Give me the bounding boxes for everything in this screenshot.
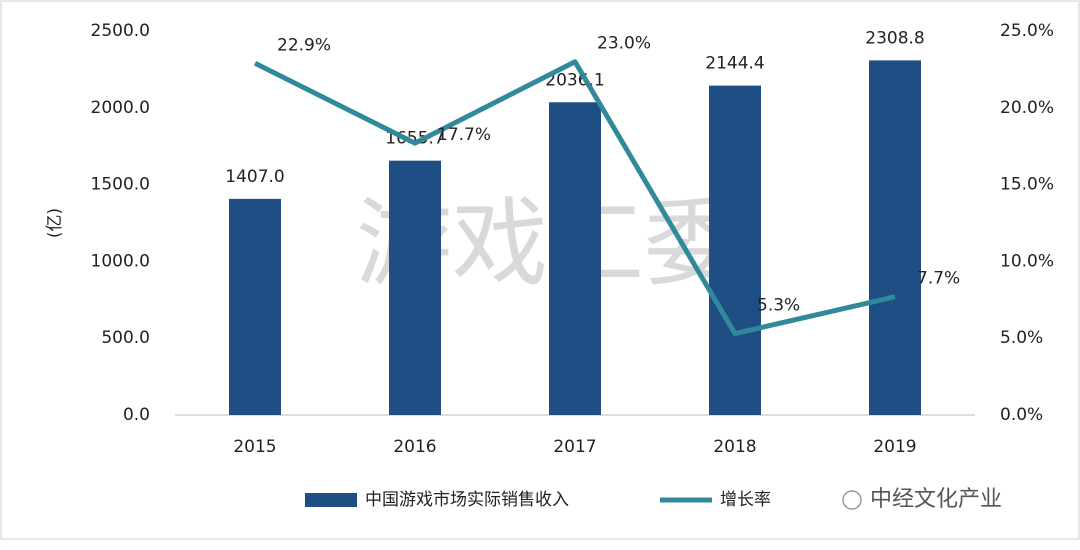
- legend-swatch: [305, 493, 357, 507]
- y2-tick-label: 5.0%: [1000, 328, 1043, 348]
- y2-tick-label: 0.0%: [1000, 405, 1043, 425]
- line-value-label: 17.7%: [437, 125, 491, 145]
- y-tick-label: 1000.0: [91, 251, 150, 271]
- bar: [709, 85, 761, 415]
- y-tick-label: 1500.0: [91, 175, 150, 195]
- x-tick-label: 2015: [233, 437, 276, 457]
- x-tick-label: 2016: [393, 437, 436, 457]
- line: [253, 59, 896, 337]
- bar-value-label: 2308.8: [865, 28, 924, 48]
- y-tick-label: 0.0: [123, 405, 150, 425]
- y2-tick-label: 10.0%: [1000, 251, 1054, 271]
- y2-tick-label: 25.0%: [1000, 21, 1054, 41]
- y-axis-label: (亿): [45, 208, 65, 238]
- legend-label: 中国游戏市场实际销售收入: [365, 490, 569, 510]
- x-tick-label: 2018: [713, 437, 756, 457]
- y2-tick-label: 15.0%: [1000, 175, 1054, 195]
- line-value-label: 23.0%: [597, 34, 651, 54]
- line-value-label: 7.7%: [917, 269, 960, 289]
- y-tick-label: 500.0: [101, 328, 150, 348]
- source-icon: [842, 490, 862, 510]
- y-tick-label: 2000.0: [91, 98, 150, 118]
- bar: [229, 198, 281, 415]
- x-tick-label: 2017: [553, 437, 596, 457]
- line-value-label: 22.9%: [277, 35, 331, 55]
- source: 中经文化产业: [870, 487, 1002, 512]
- y-tick-label: 2500.0: [91, 21, 150, 41]
- bar-value-label: 2144.4: [705, 54, 764, 74]
- bar: [389, 160, 441, 415]
- legend-label: 增长率: [720, 490, 771, 510]
- bar-value-label: 1407.0: [225, 167, 284, 187]
- bar: [869, 60, 921, 416]
- bar: [549, 102, 601, 416]
- line-value-label: 5.3%: [757, 296, 800, 316]
- y2-tick-label: 20.0%: [1000, 98, 1054, 118]
- x-tick-label: 2019: [873, 437, 916, 457]
